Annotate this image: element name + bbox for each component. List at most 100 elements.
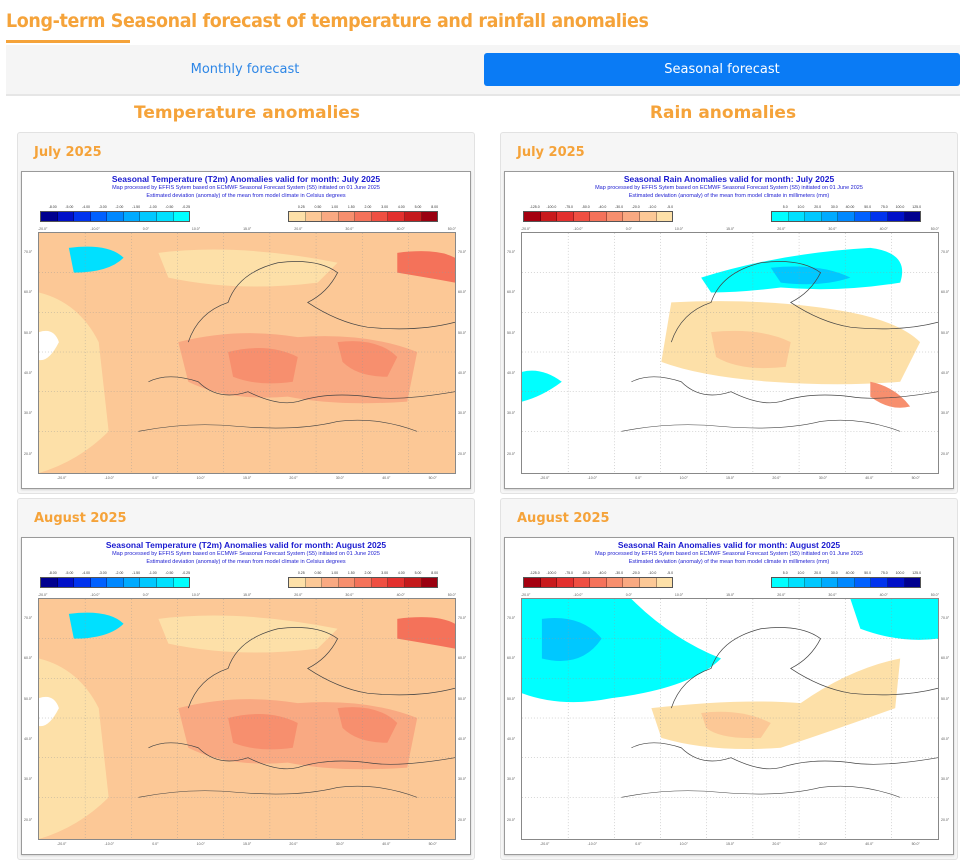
anomaly-map-image[interactable]: Seasonal Rain Anomalies valid for month:… <box>504 171 954 489</box>
coastline <box>631 376 938 404</box>
legend-swatch <box>573 578 591 587</box>
legend-tick: -10.0 <box>648 205 657 209</box>
longitude-tick: -20.0° <box>57 476 67 480</box>
longitude-tick: 0.0° <box>635 842 642 846</box>
card-rain-july: July 2025 Seasonal Rain Anomalies valid f… <box>500 132 958 494</box>
longitude-tick: 50.0° <box>447 227 456 231</box>
map-title: Seasonal Temperature (T2m) Anomalies val… <box>111 174 381 184</box>
longitude-tick: 15.0° <box>726 842 735 846</box>
legend-tick: 10.0 <box>797 205 805 209</box>
latitude-tick: 70.0° <box>24 616 33 621</box>
anomaly-map-image[interactable]: Seasonal Temperature (T2m) Anomalies val… <box>21 537 471 855</box>
tab-monthly-forecast[interactable]: Monthly forecast <box>190 62 300 77</box>
latitude-tick: 20.0° <box>24 451 33 456</box>
legend-tick: 100.0 <box>895 571 905 575</box>
legend-tick: 4.00 <box>397 205 405 209</box>
legend-swatch <box>838 578 855 587</box>
longitude-tick: 50.0° <box>930 593 939 597</box>
legend-swatch <box>289 578 306 587</box>
latitude-tick: 40.0° <box>24 737 33 742</box>
longitude-tick: 10.0° <box>196 842 205 846</box>
legend-negative: -125.0 -100.0 -75.0 -50.0 -40.0 -30.0 -20.0 -10… <box>523 571 673 593</box>
axis-top: -20.0° -10.0° 0.0° 10.0° 15.0° 20.0° 30.0° 40.0… <box>38 593 456 597</box>
legend-swatch <box>140 578 157 587</box>
latitude-tick: 20.0° <box>941 817 950 822</box>
longitude-tick: 10.0° <box>674 227 684 231</box>
legend-swatch <box>90 212 108 221</box>
legend-swatch <box>887 578 905 587</box>
latitude-tick: 30.0° <box>24 777 33 782</box>
latitude-tick: 50.0° <box>458 696 467 701</box>
latitude-tick: 50.0° <box>941 696 950 701</box>
legend-swatch <box>606 212 624 221</box>
legend-tick: -8.00 <box>48 571 57 575</box>
legend-swatch <box>338 212 356 221</box>
latitude-tick: 50.0° <box>507 330 516 335</box>
longitude-tick: 40.0° <box>396 593 405 597</box>
longitude-tick: -20.0° <box>38 227 48 231</box>
anomaly-map-image[interactable]: Seasonal Temperature (T2m) Anomalies val… <box>21 171 471 489</box>
legend-swatch <box>421 212 438 221</box>
latitude-tick: 50.0° <box>24 696 33 701</box>
legend-swatch <box>821 212 839 221</box>
legend-swatch <box>74 212 91 221</box>
longitude-tick: 0.0° <box>635 476 642 480</box>
legend-tick: -125.0 <box>529 571 540 575</box>
legend-tick: -5.00 <box>65 571 74 575</box>
latitude-tick: 30.0° <box>941 777 950 782</box>
legend-tick: 30.0 <box>830 205 838 209</box>
legend-swatch <box>838 212 855 221</box>
longitude-tick: -10.0° <box>587 842 598 846</box>
legend-tick: -1.50 <box>132 205 141 209</box>
dry-anomaly <box>661 301 921 385</box>
longitude-tick: 10.0° <box>679 842 688 846</box>
map-description: Estimated deviation (anomaly) of the mea… <box>146 559 346 565</box>
longitude-tick: -20.0° <box>521 227 531 231</box>
legend-tick: -2.00 <box>115 571 124 575</box>
legend-tick: -100.0 <box>546 571 557 575</box>
longitude-tick: 50.0° <box>911 842 920 846</box>
legend-tick: 1.00 <box>331 205 339 209</box>
legend-tick: 0.50 <box>314 205 322 209</box>
axis-bottom: -20.0° -10.0° 0.0° 10.0° 15.0° 20.0° 30.0° 40.0… <box>521 842 939 846</box>
legend-tick: 20.0 <box>814 205 822 209</box>
latitude-tick: 70.0° <box>24 250 33 255</box>
longitude-tick: -20.0° <box>38 593 48 597</box>
legend-tick: 75.0 <box>880 205 888 209</box>
map-subtitle: Map processed by EFFIS Sytem based on EC… <box>595 551 863 557</box>
map-title: Seasonal Rain Anomalies valid for month:… <box>617 540 841 550</box>
legend-tick: 40.00 <box>845 205 855 209</box>
legend-tick: -20.0 <box>631 205 640 209</box>
latitude-tick: 50.0° <box>941 330 950 335</box>
legend-tick: -3.00 <box>98 571 107 575</box>
legend-swatch <box>805 578 822 587</box>
legend-positive: 5.0 10.0 20.0 30.0 40.00 50.0 75.0 100.0 125.0 <box>771 571 921 593</box>
tab-seasonal-forecast[interactable]: Seasonal forecast <box>484 53 960 86</box>
legend-swatch <box>540 212 558 221</box>
legend-tick: -1.00 <box>148 571 157 575</box>
dry-anomaly-moderate <box>711 330 791 369</box>
latitude-tick: 20.0° <box>24 817 33 822</box>
latitude-tick: 60.0° <box>507 656 516 661</box>
legend-swatch <box>821 578 839 587</box>
latitude-tick: 60.0° <box>507 290 516 295</box>
legend-swatch <box>140 212 157 221</box>
wet-anomaly <box>850 599 938 640</box>
latitude-tick: 50.0° <box>507 696 516 701</box>
legend-positive: 0.25 0.50 1.00 1.50 2.00 3.00 4.00 5.00 8.00 <box>288 571 438 593</box>
latitude-tick: 40.0° <box>941 371 950 376</box>
europe-map <box>39 599 455 839</box>
legend-swatch <box>557 212 574 221</box>
latitude-tick: 70.0° <box>507 616 516 621</box>
latitude-tick: 40.0° <box>941 737 950 742</box>
latitude-tick: 70.0° <box>458 250 467 255</box>
longitude-tick: -20.0° <box>540 842 550 846</box>
anomaly-map-image[interactable]: Seasonal Rain Anomalies valid for month:… <box>504 537 954 855</box>
latitude-tick: 70.0° <box>941 250 950 255</box>
legend-swatch <box>41 578 58 587</box>
legend-tick: 30.0 <box>830 571 838 575</box>
latitude-tick: 20.0° <box>458 451 467 456</box>
cold-anomaly <box>68 612 124 639</box>
legend-tick: 2.00 <box>364 205 372 209</box>
latitude-tick: 60.0° <box>458 656 467 661</box>
